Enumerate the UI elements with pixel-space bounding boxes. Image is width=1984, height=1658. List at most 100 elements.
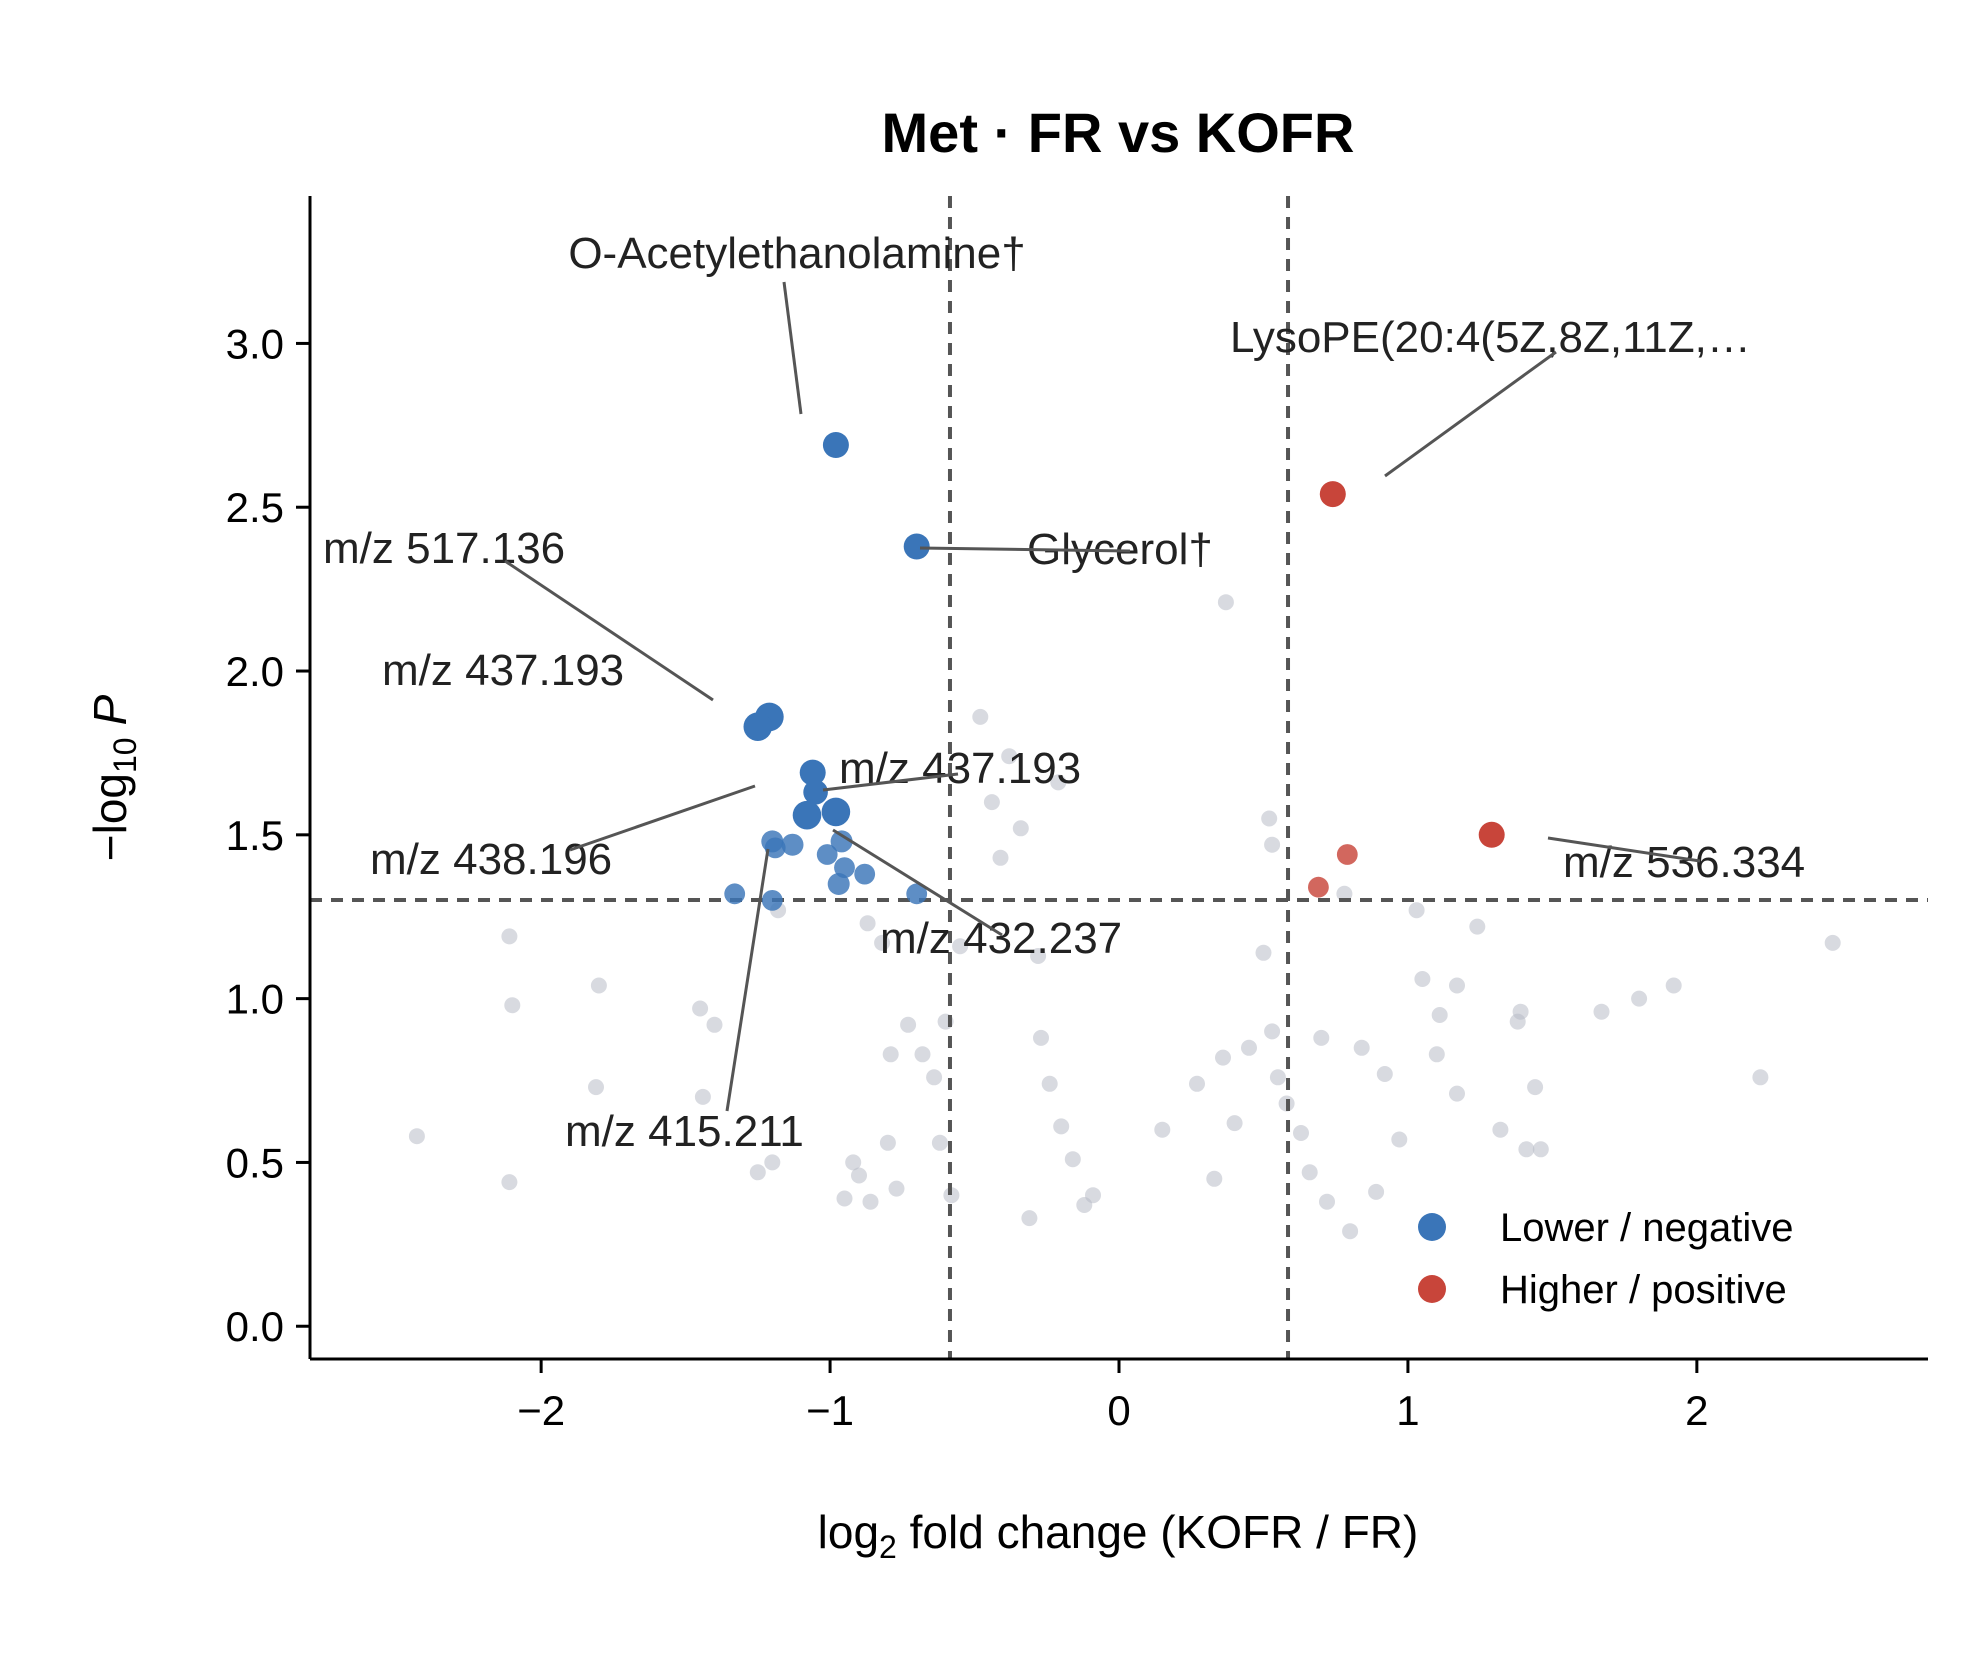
ns-point	[1261, 810, 1278, 827]
y-tick-label: 2.0	[226, 648, 284, 695]
ns-point	[1041, 1075, 1058, 1092]
title-layer: Met · FR vs KOFR	[882, 101, 1355, 164]
ns-point	[504, 997, 521, 1014]
ns-point	[1313, 1029, 1330, 1046]
lower-point	[799, 759, 826, 786]
ns-point	[862, 1193, 879, 1210]
ns-point	[931, 1134, 948, 1151]
annotation-leader	[822, 772, 959, 792]
higher-point	[1336, 844, 1358, 865]
axes-layer	[308, 196, 1928, 1361]
ns-point	[1391, 1131, 1408, 1148]
ns-point	[1342, 1223, 1359, 1240]
lower-point	[803, 779, 828, 805]
ns-point	[501, 1174, 518, 1191]
ns-point	[943, 1187, 960, 1204]
y-tick-label: 1.0	[226, 976, 284, 1023]
annotation-label: m/z 437.193	[839, 744, 1081, 793]
y-axis-label-sub: 10	[107, 737, 143, 773]
ns-point	[992, 849, 1009, 866]
ns-point	[926, 1069, 943, 1086]
y-axis-label-p: P	[84, 694, 136, 725]
ns-point	[900, 1016, 917, 1033]
ns-point	[888, 1180, 905, 1197]
y-tick-label: 0.5	[226, 1139, 284, 1186]
lower-point	[834, 857, 855, 878]
ns-point	[1512, 1003, 1529, 1020]
annotation-leader	[782, 281, 803, 415]
ns-point	[1012, 820, 1029, 837]
x-axis-label-rest: fold change (KOFR / FR)	[897, 1506, 1419, 1558]
ns-point	[1206, 1170, 1223, 1187]
higher-point	[1319, 481, 1346, 508]
ns-point	[1154, 1121, 1171, 1138]
ns-point	[1033, 1029, 1049, 1046]
ns-point	[1319, 1193, 1335, 1210]
legend-marker	[1418, 1213, 1446, 1241]
ns-point	[851, 1167, 867, 1184]
annotation-leader	[1547, 836, 1701, 863]
ns-point	[1353, 1039, 1370, 1056]
chart-title: Met · FR vs KOFR	[882, 101, 1355, 164]
ns-point	[1428, 1046, 1445, 1063]
lower-point	[827, 873, 850, 895]
y-ticks: 0.0 0.5 1.0 1.5 2.0 2.5 3.0	[226, 320, 310, 1350]
ns-point	[1414, 971, 1431, 987]
ns-point	[1449, 1085, 1465, 1102]
annotation-label: O-Acetylethanolamine†	[568, 229, 1025, 278]
ns-point	[1376, 1066, 1393, 1082]
x-tick-label: −2	[517, 1387, 565, 1434]
y-axis-label-prefix: −log	[84, 773, 136, 861]
ns-point	[882, 1046, 899, 1063]
ns-point	[879, 1134, 896, 1151]
ns-point	[590, 977, 607, 994]
ns-point	[1189, 1075, 1205, 1092]
ns-point	[1631, 990, 1648, 1007]
higher-point	[1308, 876, 1329, 898]
legend: Lower / negative Higher / positive	[1418, 1206, 1794, 1312]
lower-point	[854, 863, 876, 885]
lower-point	[743, 712, 773, 741]
lower-point	[761, 890, 783, 911]
ns-point	[1269, 1069, 1286, 1086]
lower-point	[906, 883, 928, 905]
x-tick-label: 1	[1396, 1387, 1419, 1434]
ns-point	[1301, 1164, 1318, 1181]
significant-points-layer	[724, 432, 1505, 911]
x-axis-label-prefix: log	[818, 1506, 879, 1558]
ns-point	[1824, 934, 1841, 951]
ns-point	[874, 934, 891, 951]
lower-point	[764, 837, 786, 859]
ns-point	[1665, 977, 1682, 994]
y-tick-label: 0.0	[226, 1303, 284, 1350]
ns-point	[1752, 1069, 1769, 1086]
ns-point	[1030, 948, 1047, 964]
x-axis-label: log2 fold change (KOFR / FR)	[818, 1506, 1419, 1565]
ns-point	[408, 1128, 425, 1145]
ns-point	[1215, 1049, 1231, 1066]
annotation-label: m/z 437.193	[382, 646, 624, 695]
ns-point	[692, 1000, 709, 1017]
lower-point	[830, 830, 853, 853]
annotation-label: m/z 517.136	[323, 524, 565, 573]
ns-points-layer	[408, 594, 1841, 1240]
lower-point	[792, 800, 822, 830]
legend-label: Higher / positive	[1500, 1268, 1787, 1312]
ns-point	[1226, 1115, 1243, 1132]
legend-marker	[1418, 1275, 1446, 1303]
ns-point	[1527, 1079, 1544, 1096]
ns-point	[1264, 1023, 1281, 1040]
ns-point	[706, 1016, 723, 1033]
y-tick-label: 3.0	[226, 320, 284, 367]
ns-point	[952, 938, 969, 955]
lower-point	[822, 432, 849, 458]
ns-point	[1064, 1151, 1081, 1168]
ns-point	[914, 1046, 931, 1063]
x-tick-label: 0	[1107, 1387, 1130, 1434]
annotation-leader	[832, 828, 1003, 937]
lower-point	[781, 833, 804, 856]
annotations-layer: O-Acetylethanolamine† LysoPE(20:4(5Z,8Z,1…	[323, 229, 1805, 1156]
ns-point	[749, 1164, 766, 1181]
ns-point	[1408, 902, 1425, 919]
